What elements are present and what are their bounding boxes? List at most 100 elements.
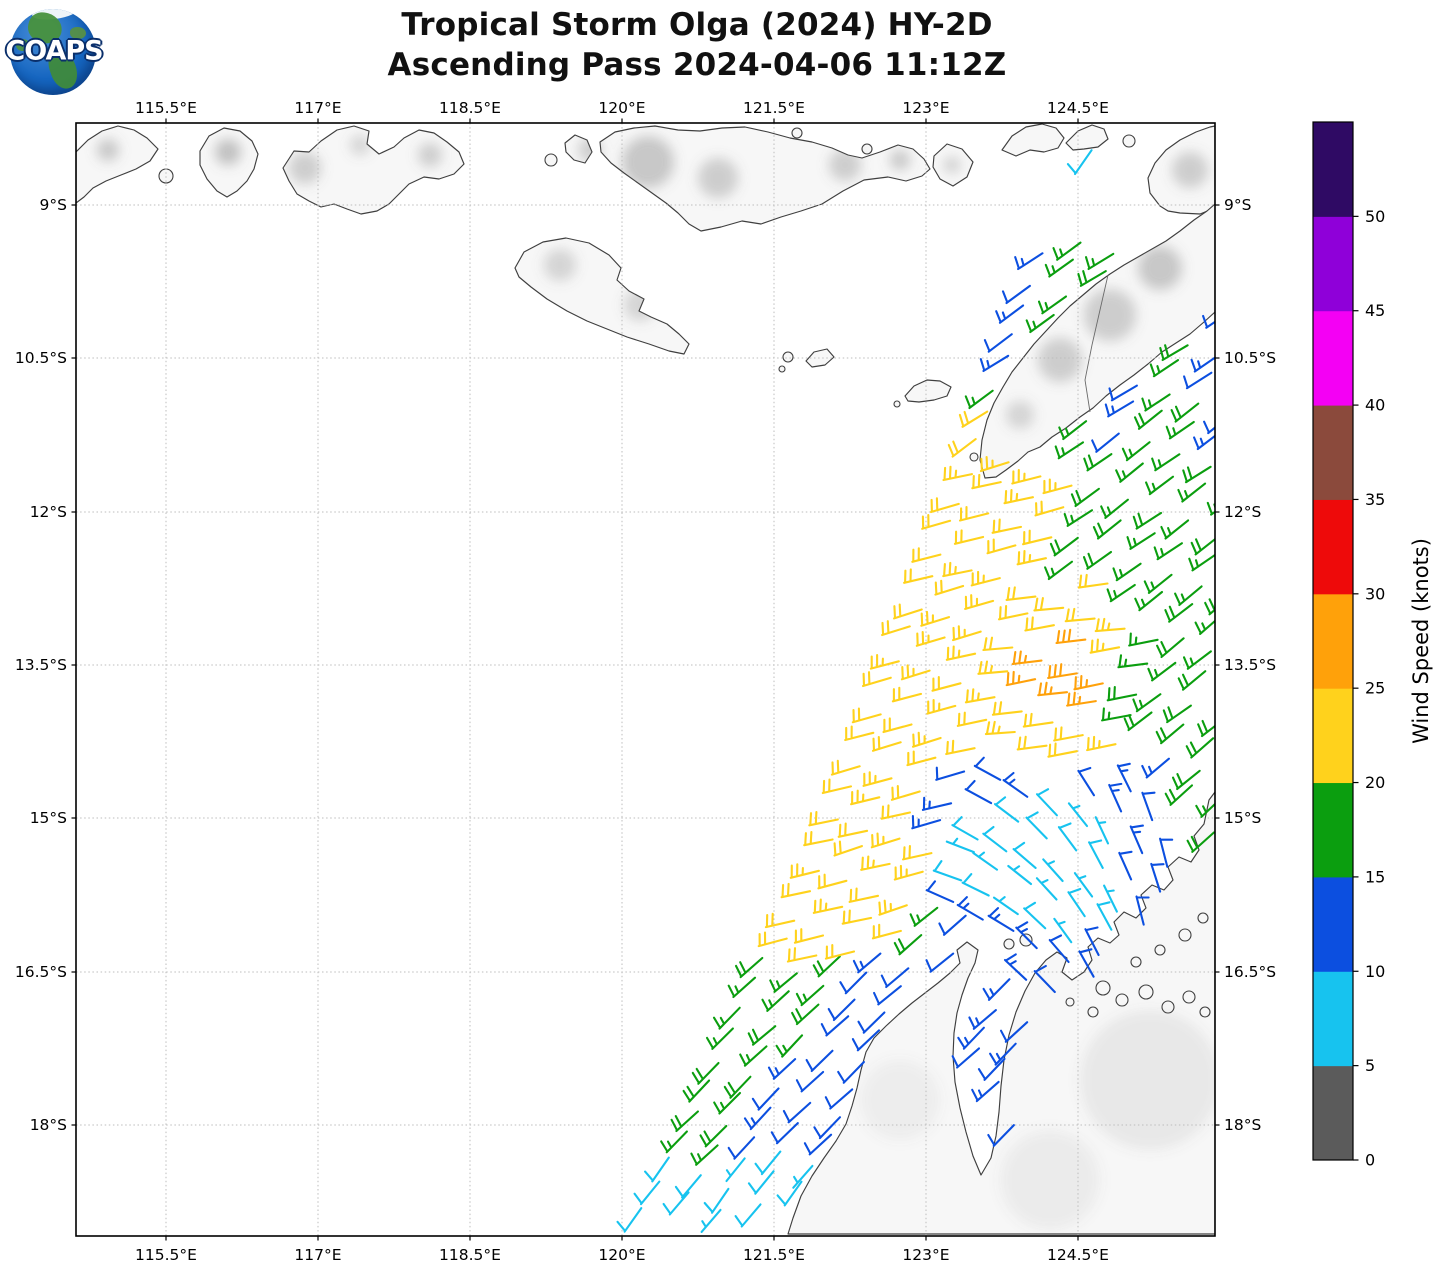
wind-barb — [824, 944, 856, 960]
y-tick-label-right: 9°S — [1224, 196, 1251, 214]
x-tick-label-bottom: 115.5°E — [135, 1246, 197, 1264]
wind-barb — [958, 410, 989, 428]
wind-barb — [911, 547, 942, 563]
wind-barb — [1126, 532, 1156, 550]
colorbar-segment-0-5 — [1313, 1065, 1353, 1161]
wind-barb — [780, 882, 812, 899]
wind-barb — [931, 676, 962, 692]
wind-barb — [1047, 663, 1078, 680]
terrain-blob — [622, 136, 674, 188]
wind-barb — [739, 1045, 768, 1067]
wind-barb — [734, 956, 764, 979]
wind-barb — [921, 514, 952, 530]
terrain-blob — [215, 139, 241, 165]
wind-barb — [958, 505, 990, 522]
terrain-blob — [1084, 289, 1136, 341]
landmass-savu — [805, 348, 835, 368]
wind-barb — [1128, 632, 1159, 647]
wind-barb — [644, 1156, 670, 1183]
timor-internal-border — [1084, 274, 1109, 413]
wind-barb — [821, 778, 853, 795]
islet-kimberley-3 — [1095, 980, 1111, 996]
globe-landmass — [16, 39, 30, 51]
wind-barb — [791, 1003, 820, 1026]
wind-barb — [891, 686, 923, 703]
wind-barb — [921, 796, 953, 811]
wind-barb — [1151, 453, 1181, 472]
wind-barb — [1101, 707, 1132, 722]
colorbar-tick-label: 50 — [1365, 207, 1385, 226]
wind-barb — [893, 603, 923, 620]
wind-barb — [925, 880, 955, 903]
islet-kimberley-10 — [1154, 944, 1166, 956]
wind-barb — [1182, 650, 1212, 670]
wind-barb — [979, 354, 1010, 373]
wind-barb — [1003, 488, 1034, 505]
wind-barb — [881, 620, 911, 637]
wind-barb — [1134, 590, 1164, 612]
wind-barb — [1016, 735, 1048, 751]
wind-barb — [903, 568, 934, 584]
islet-kimberley-12 — [1197, 912, 1209, 924]
y-tick-label-left: 16.5°S — [15, 963, 67, 981]
wind-barb — [926, 698, 957, 715]
colorbar-segment-35-40 — [1313, 405, 1353, 500]
wind-barb — [893, 864, 924, 881]
wind-barb — [909, 906, 939, 927]
x-tick-label-bottom: 120°E — [598, 1246, 645, 1264]
map-border — [75, 122, 1216, 1237]
y-tick-label-left: 18°S — [30, 1116, 67, 1134]
colorbar-tick-label: 10 — [1365, 962, 1385, 981]
wind-barb — [1005, 670, 1037, 687]
figure-title: Tropical Storm Olga (2024) HY-2D Ascendi… — [388, 6, 1007, 85]
wind-barb — [1003, 953, 1028, 981]
wind-barb — [987, 1124, 1015, 1147]
wind-barb — [792, 1164, 814, 1189]
wind-barb — [942, 561, 973, 578]
wind-barb — [925, 952, 955, 973]
islet-flores-islet-a — [791, 127, 803, 139]
wind-barb — [1066, 149, 1093, 176]
wind-barb — [1183, 371, 1213, 390]
wind-barb — [662, 1191, 690, 1216]
wind-barb — [906, 750, 937, 767]
wind-barb — [1044, 258, 1074, 278]
wind-barb — [633, 1180, 661, 1206]
wind-barb — [873, 985, 902, 1006]
terrain-blob — [350, 135, 370, 155]
wind-barb — [1177, 482, 1207, 503]
terrain-blob — [1006, 401, 1034, 429]
colorbar-tick-label: 0 — [1365, 1151, 1375, 1170]
wind-barb — [1153, 542, 1183, 561]
wind-barb — [770, 1122, 799, 1145]
wind-barb — [1094, 617, 1126, 633]
wind-barb — [817, 873, 848, 890]
wind-barb — [968, 1009, 997, 1030]
y-tick-label-left: 15°S — [30, 809, 67, 827]
wind-barb — [803, 831, 834, 847]
wind-barb — [1171, 769, 1201, 791]
terrain-blob — [944, 157, 960, 173]
wind-barb — [1103, 884, 1118, 913]
wind-barb — [1162, 704, 1192, 724]
wind-barb — [1053, 726, 1084, 742]
wind-barb — [1165, 420, 1195, 440]
wind-barb — [1033, 964, 1056, 994]
wind-barb — [951, 1047, 981, 1069]
wind-barb — [852, 952, 882, 974]
islet-kimberley-8 — [1199, 1006, 1211, 1018]
terrain-blob — [418, 143, 442, 167]
colorbar-title: Wind Speed (knots) — [1409, 538, 1433, 744]
wind-barb — [1011, 650, 1043, 666]
wind-barb — [851, 707, 882, 724]
islet-kimberley-14 — [1065, 997, 1075, 1007]
wind-barb — [1052, 241, 1082, 261]
colorbar-segment-45-50 — [1313, 216, 1353, 312]
wind-barb — [1164, 784, 1194, 806]
wind-barb — [956, 711, 988, 727]
wind-barb — [1121, 441, 1151, 462]
wind-barb — [869, 654, 900, 670]
colorbar-tick-label: 35 — [1365, 490, 1385, 509]
